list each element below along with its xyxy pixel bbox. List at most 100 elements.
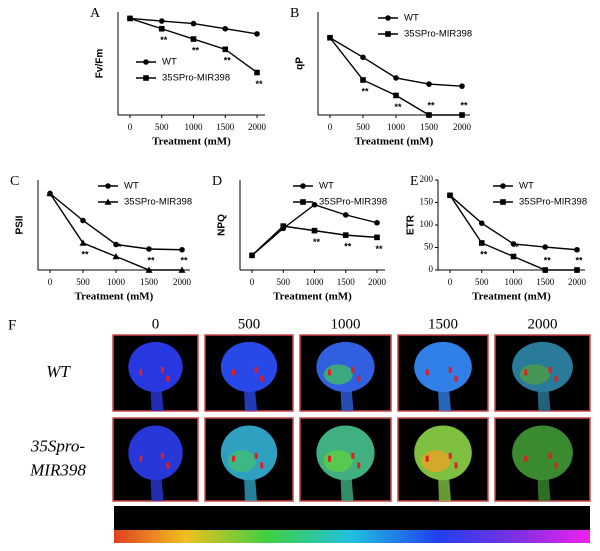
- marker: [574, 246, 580, 253]
- colorbar-tick-label: 0.1: [131, 510, 149, 525]
- x-tick-label: 1000: [185, 122, 204, 132]
- x-tick-label: 500: [475, 277, 489, 287]
- y-axis-label: ETR: [406, 214, 417, 235]
- panel-label: E: [410, 174, 419, 189]
- marker: [146, 246, 152, 252]
- colorbar-tick-label: 0.5: [343, 510, 361, 525]
- marker: [426, 112, 432, 118]
- leaf-stem: [340, 388, 354, 411]
- legend-label: WT: [519, 181, 534, 192]
- marker: [478, 240, 485, 246]
- marker: [80, 217, 86, 224]
- x-tick-label: 1000: [107, 277, 126, 287]
- y-axis-label: PSII: [15, 215, 26, 234]
- x-tick-label: 1500: [337, 277, 356, 287]
- significance-label: **: [544, 255, 552, 265]
- leaf-blade: [414, 341, 472, 393]
- leaf-stem: [244, 476, 257, 501]
- roi-marker: [554, 375, 558, 382]
- roi-marker: [357, 375, 361, 382]
- marker: [393, 75, 399, 81]
- roi-marker: [160, 452, 164, 459]
- marker: [254, 31, 260, 37]
- legend-label: 35SPro-MIR398: [162, 73, 230, 84]
- marker: [510, 253, 517, 260]
- x-axis-label: Treatment (mM): [273, 291, 352, 303]
- legend-label: WT: [162, 57, 177, 68]
- roi-marker: [454, 462, 458, 469]
- x-tick-label: 1000: [505, 277, 524, 287]
- x-tick-label: 500: [76, 277, 90, 287]
- x-tick-label: 2000: [368, 277, 387, 287]
- significance-label: **: [114, 242, 122, 252]
- roi-marker: [254, 452, 258, 459]
- roi-marker: [448, 366, 452, 373]
- marker: [143, 75, 149, 81]
- legend-label: WT: [404, 13, 419, 24]
- roi-marker: [554, 462, 558, 469]
- marker: [342, 232, 349, 238]
- leaf-image: [112, 417, 199, 502]
- roi-marker: [328, 455, 332, 462]
- roi-marker: [166, 375, 170, 382]
- marker: [300, 199, 306, 205]
- marker: [127, 15, 133, 22]
- leaf-blade: [512, 425, 573, 481]
- roi-marker: [139, 455, 143, 462]
- roi-marker: [254, 366, 258, 373]
- colorbar: [114, 530, 590, 543]
- column-header: 1500: [428, 316, 458, 332]
- legend-label: WT: [319, 181, 334, 192]
- significance-label: **: [480, 249, 488, 259]
- roi-marker: [260, 375, 264, 382]
- marker: [300, 183, 306, 189]
- panel-label: F: [8, 317, 16, 333]
- leaf-image: [204, 417, 294, 502]
- leaf-stem: [537, 476, 551, 501]
- marker: [190, 36, 197, 42]
- marker: [360, 77, 366, 83]
- marker: [447, 192, 453, 199]
- panel-label: A: [90, 6, 101, 21]
- legend-label: 35SPro-MIR398: [519, 197, 587, 208]
- column-header: 500: [238, 316, 261, 332]
- roi-marker: [425, 369, 429, 376]
- marker: [385, 31, 391, 37]
- x-tick-label: 1000: [387, 122, 406, 132]
- leaf-image: [397, 334, 489, 412]
- marker: [542, 244, 549, 250]
- row-label: MIR398: [29, 460, 86, 479]
- y-tick-label: 200: [420, 174, 434, 184]
- marker: [254, 69, 260, 76]
- leaf-image: [397, 417, 489, 502]
- leaf-stem: [438, 388, 451, 411]
- x-tick-label: 0: [48, 277, 53, 287]
- legend-label: WT: [124, 181, 139, 192]
- y-tick-label: 0: [429, 264, 434, 274]
- marker: [327, 34, 333, 41]
- leaf-stem: [150, 388, 164, 411]
- x-axis-label: Treatment (mM): [75, 291, 154, 303]
- marker: [374, 219, 380, 226]
- roi-marker: [166, 462, 170, 469]
- marker: [510, 241, 517, 247]
- marker: [342, 212, 349, 218]
- column-header: 1000: [331, 316, 361, 332]
- marker: [158, 18, 165, 24]
- leaf-blade: [128, 425, 183, 481]
- x-tick-label: 2000: [248, 122, 267, 132]
- significance-label: **: [344, 242, 352, 252]
- x-axis-label: Treatment (mM): [472, 291, 551, 303]
- significance-label: **: [427, 100, 435, 110]
- marker: [385, 15, 391, 21]
- marker: [79, 239, 87, 246]
- significance-label: **: [512, 242, 520, 252]
- marker: [158, 25, 165, 32]
- roi-marker: [357, 462, 361, 469]
- x-axis-label: Treatment (mM): [152, 136, 231, 148]
- colorbar-tick-label: 0.6: [397, 510, 415, 525]
- panel-label: D: [212, 174, 222, 189]
- panel-label: C: [10, 174, 19, 189]
- significance-label: **: [394, 102, 402, 112]
